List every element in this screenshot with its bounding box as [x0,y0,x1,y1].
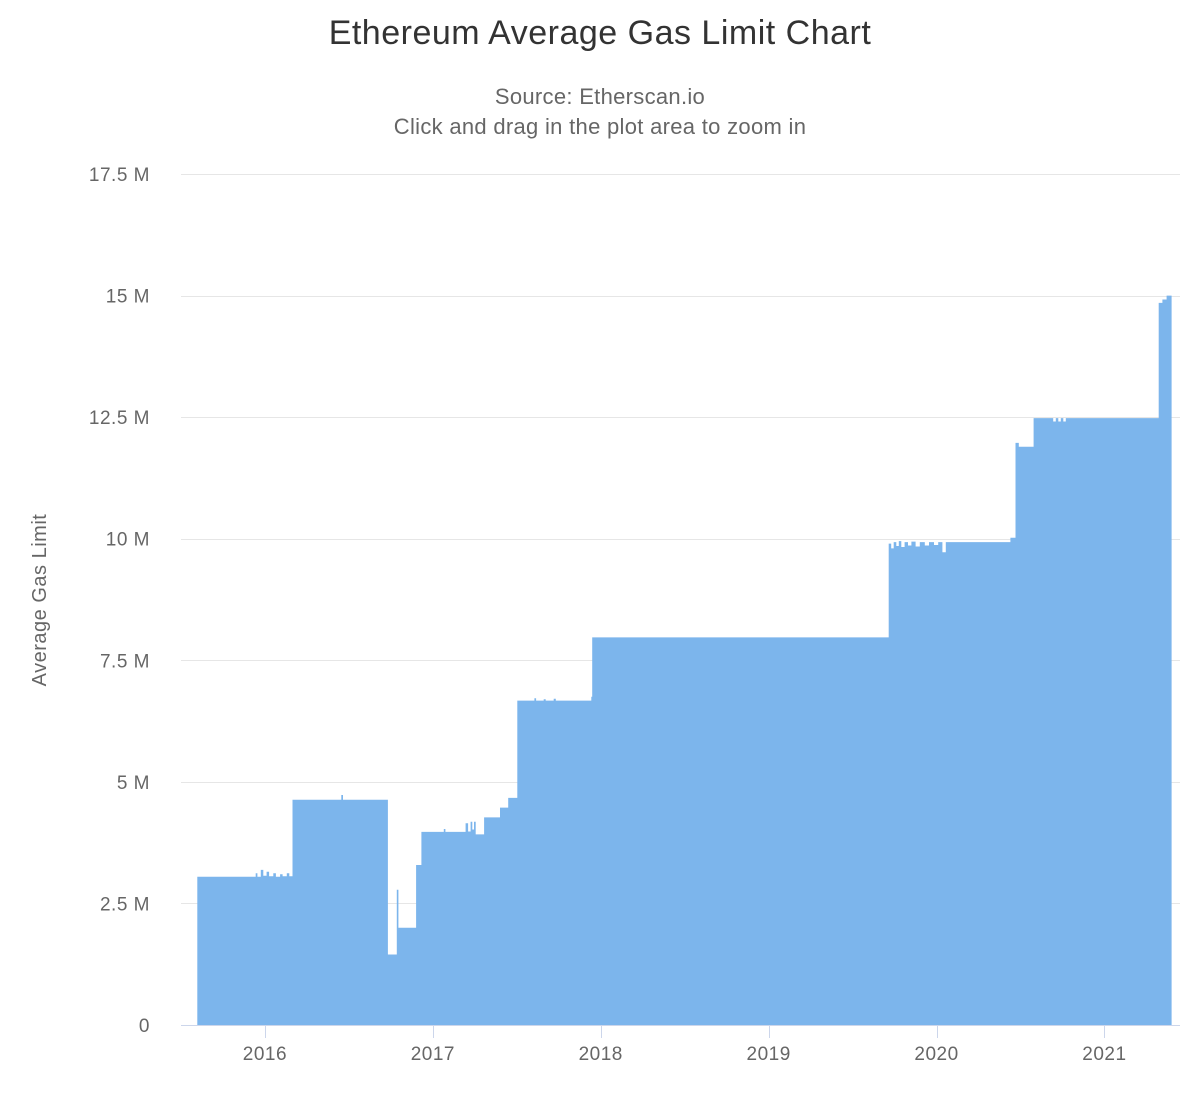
y-tick-label-17.5M: 17.5 M [89,165,150,186]
gas-limit-area-series[interactable] [197,295,1172,1026]
x-tick-label-2019: 2019 [747,1044,791,1065]
x-axis-tick-labels: 2016 2017 2018 2019 2020 2021 [243,1044,1126,1065]
y-tick-label-15M: 15 M [106,287,150,308]
x-tick-label-2017: 2017 [411,1044,455,1065]
x-tick-label-2016: 2016 [243,1044,287,1065]
chart-subtitle-hint: Click and drag in the plot area to zoom … [393,114,807,139]
chart-subtitle-source: Source: Etherscan.io [494,84,706,109]
y-tick-label-12.5M: 12.5 M [89,408,150,429]
x-tick-label-2020: 2020 [914,1044,958,1065]
y-tick-label-10M: 10 M [106,530,150,551]
y-axis-tick-labels: 0 2.5 M 5 M 7.5 M 10 M 12.5 M 15 M 17.5 M [89,165,150,1037]
y-tick-label-2.5M: 2.5 M [100,894,150,915]
y-tick-label-0: 0 [139,1016,150,1037]
y-tick-label-7.5M: 7.5 M [100,651,150,672]
y-axis-title: Average Gas Limit [29,514,51,687]
y-tick-label-5M: 5 M [117,773,150,794]
x-tick-label-2018: 2018 [579,1044,623,1065]
chart-title: Ethereum Average Gas Limit Chart [328,14,872,52]
x-axis [181,1025,1180,1038]
x-tick-label-2021: 2021 [1082,1044,1126,1065]
